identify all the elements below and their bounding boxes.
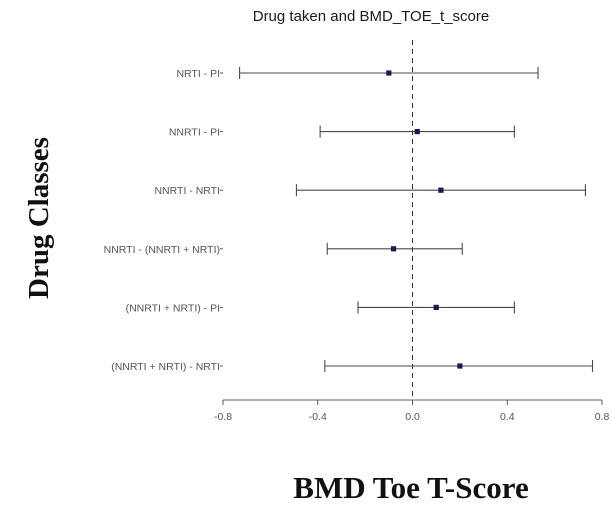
x-tick-label: -0.4 [309, 411, 327, 423]
point-estimate [457, 363, 463, 369]
point-estimate [433, 304, 439, 310]
category-label: (NNRTI + NRTI) - NRTI [111, 361, 220, 373]
point-estimate [390, 246, 397, 252]
x-tick-label: 0.4 [500, 411, 515, 423]
point-estimate [386, 70, 392, 76]
plot-area: -0.8 -0.4 0.0 0.4 0.8 NRTI - PI NNRTI - PI NNRT… [104, 40, 610, 423]
x-tick-label: 0.0 [405, 411, 420, 423]
category-label: (NNRTI + NRTI) - PI [126, 302, 220, 314]
x-tick-label: 0.8 [595, 411, 610, 423]
category-label: NNRTI - NRTI [154, 185, 220, 197]
x-axis-title: BMD Toe T-Score [293, 470, 528, 505]
category-label: NNRTI - PI [169, 127, 220, 139]
point-estimate [438, 187, 444, 193]
y-axis-title: Drug Classes [23, 137, 55, 299]
x-tick-label: -0.8 [214, 411, 232, 423]
category-label: NRTI - PI [176, 68, 220, 80]
chart-title: Drug taken and BMD_TOE_t_score [253, 8, 490, 25]
category-label: NNRTI - (NNRTI + NRTI) [104, 244, 220, 256]
point-estimate [414, 129, 420, 135]
